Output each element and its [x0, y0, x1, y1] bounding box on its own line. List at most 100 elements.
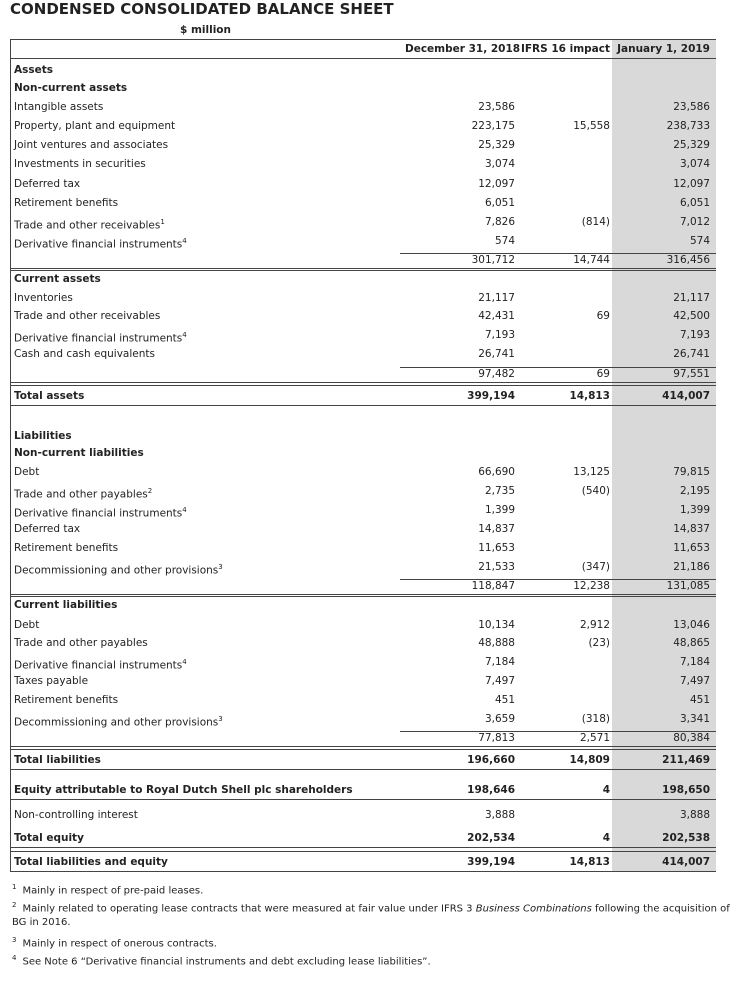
row-label: Trade and other receivables1 — [14, 215, 165, 233]
cell: 21,117 — [478, 292, 515, 304]
rule — [10, 746, 716, 747]
cell: 211,469 — [662, 754, 710, 766]
row-label: Non-current liabilities — [14, 446, 144, 460]
cell: 238,733 — [666, 120, 710, 132]
cell: 26,741 — [673, 348, 710, 360]
row-label: Liabilities — [14, 429, 72, 443]
cell: 3,888 — [679, 809, 710, 821]
rule — [10, 769, 716, 770]
rule — [10, 382, 716, 383]
row-label: Derivative financial instruments4 — [14, 234, 187, 252]
cell: 414,007 — [662, 856, 710, 868]
footnote-ref: 4 — [182, 506, 187, 514]
cell: 131,085 — [666, 580, 710, 592]
cell: 12,238 — [573, 580, 610, 592]
label-text: Total liabilities — [14, 754, 101, 766]
footnote-ref: 3 — [218, 563, 223, 571]
row-label: Property, plant and equipment — [14, 119, 175, 133]
row-label: Trade and other payables2 — [14, 484, 152, 502]
label-text: Non-controlling interest — [14, 809, 138, 821]
highlight-column — [612, 40, 716, 872]
cell: 69 — [596, 310, 610, 322]
cell: 2,571 — [579, 732, 610, 744]
cell: 451 — [494, 694, 515, 706]
rule — [10, 871, 716, 872]
rule — [10, 39, 716, 40]
footnote-mark: 2 — [12, 901, 17, 909]
cell: 25,329 — [478, 139, 515, 151]
cell: 25,329 — [673, 139, 710, 151]
label-text: Non-current liabilities — [14, 447, 144, 459]
label-text: Joint ventures and associates — [14, 139, 169, 151]
label-text: Non-current assets — [14, 82, 128, 94]
cell: 3,341 — [679, 713, 710, 725]
row-label: Retirement benefits — [14, 196, 118, 210]
footnote-ref: 4 — [182, 331, 187, 339]
row-label: Total equity — [14, 831, 84, 845]
cell: 4 — [602, 784, 610, 796]
footnote-ref: 4 — [182, 658, 187, 666]
label-text: Assets — [14, 64, 54, 76]
cell: 13,125 — [573, 466, 610, 478]
title: CONDENSED CONSOLIDATED BALANCE SHEET — [10, 0, 394, 18]
row-label: Current assets — [14, 272, 101, 286]
row-label: Non-controlling interest — [14, 808, 138, 822]
cell: 13,046 — [673, 619, 710, 631]
row-label: Derivative financial instruments4 — [14, 328, 187, 346]
cell: 3,659 — [484, 713, 515, 725]
label-text: Total equity — [14, 832, 84, 844]
cell: 196,660 — [467, 754, 515, 766]
cell: 7,497 — [679, 675, 710, 687]
cell: (814) — [581, 216, 610, 228]
cell: 2,912 — [579, 619, 610, 631]
label-text: Current liabilities — [14, 599, 118, 611]
footnote: 4 See Note 6 “Derivative financial instru… — [12, 951, 742, 969]
label-text: Debt — [14, 466, 40, 478]
label-text: Deferred tax — [14, 178, 81, 190]
rule — [10, 385, 716, 386]
row-label: Derivative financial instruments4 — [14, 655, 187, 673]
row-label: Debt — [14, 618, 39, 632]
row-label: Intangible assets — [14, 100, 103, 114]
cell: 1,399 — [679, 504, 710, 516]
cell: 399,194 — [467, 390, 515, 402]
rule — [10, 268, 716, 269]
cell: 97,551 — [673, 368, 710, 380]
row-label: Total liabilities and equity — [14, 855, 168, 869]
label-text: Debt — [14, 619, 40, 631]
row-label: Inventories — [14, 291, 73, 305]
cell: 23,586 — [478, 101, 515, 113]
row-label: Cash and cash equivalents — [14, 347, 155, 361]
cell: 21,533 — [478, 561, 515, 573]
cell: 2,735 — [484, 485, 515, 497]
label-text: Cash and cash equivalents — [14, 348, 155, 360]
cell: 301,712 — [471, 254, 515, 266]
cell: 7,193 — [679, 329, 710, 341]
cell: 14,744 — [573, 254, 610, 266]
cell: 7,193 — [484, 329, 515, 341]
row-label: Equity attributable to Royal Dutch Shell… — [14, 783, 353, 797]
cell: 118,847 — [471, 580, 515, 592]
cell: 21,117 — [673, 292, 710, 304]
row-label: Retirement benefits — [14, 693, 118, 707]
row-label: Decommissioning and other provisions3 — [14, 560, 223, 578]
footnote-text: Business Combinations — [475, 903, 592, 915]
label-text: Trade and other payables — [14, 488, 148, 501]
footnote-mark: 1 — [12, 883, 17, 891]
rule — [10, 749, 716, 750]
cell: 77,813 — [478, 732, 515, 744]
cell: 10,134 — [478, 619, 515, 631]
cell: 14,809 — [569, 754, 610, 766]
label-text: Property, plant and equipment — [14, 120, 176, 132]
label-text: Liabilities — [14, 430, 72, 442]
label-text: Decommissioning and other provisions — [14, 716, 219, 729]
cell: 1,399 — [484, 504, 515, 516]
cell: 198,646 — [467, 784, 515, 796]
label-text: Retirement benefits — [14, 542, 119, 554]
cell: 7,184 — [484, 656, 515, 668]
rule — [400, 367, 716, 368]
cell: 7,497 — [484, 675, 515, 687]
cell: 7,184 — [679, 656, 710, 668]
cell: 11,653 — [673, 542, 710, 554]
rule — [10, 405, 716, 406]
